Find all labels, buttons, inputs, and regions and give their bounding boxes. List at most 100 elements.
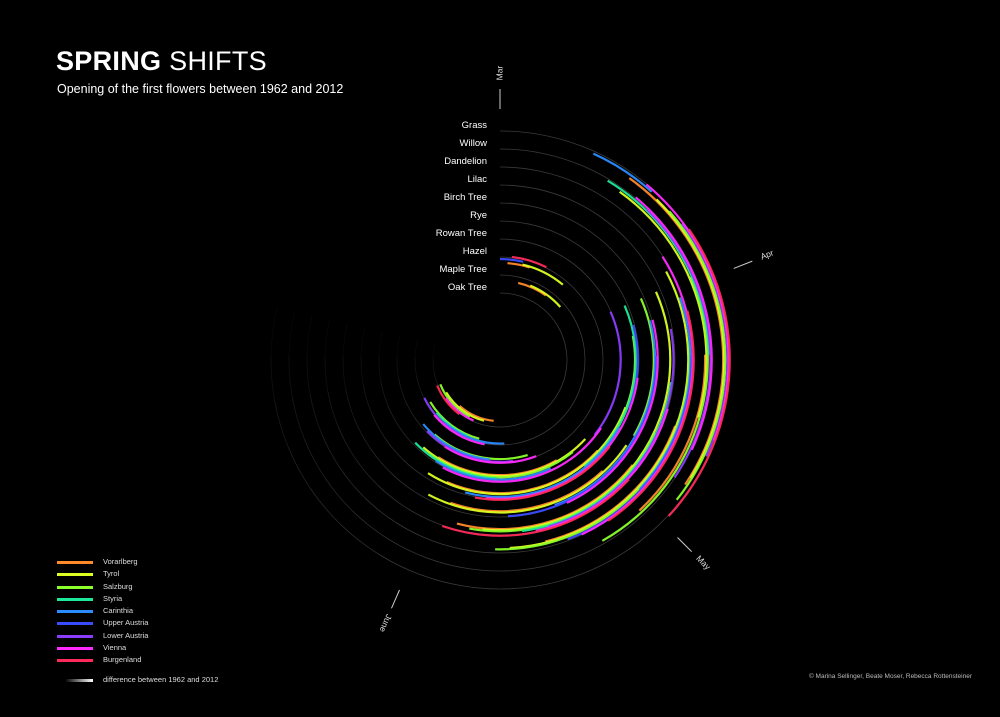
ring-arc-maple-tree [486, 443, 505, 446]
ring-arc-oak-tree [538, 305, 550, 315]
segment-lilac-vorarlberg [456, 464, 634, 531]
segment-maple-tree-vorarlberg [517, 281, 547, 297]
segment-oak-tree-salzburg [439, 383, 471, 418]
ring-arc-hazel [587, 306, 598, 327]
ring-arc-rye [360, 327, 366, 357]
legend-label-upper-austria: Upper Austria [103, 618, 149, 628]
ring-arc-dandelion [306, 315, 313, 356]
segment-hazel-vienna [444, 445, 537, 464]
ring-arc-maple-tree [537, 426, 553, 437]
segment-rye-carinthia [464, 426, 621, 498]
legend-swatch-tyrol [57, 573, 93, 577]
ring-arc-willow [553, 548, 595, 565]
legend-item-tyrol: Tyrol [57, 568, 257, 580]
ring-arc-rowan-tree [569, 261, 590, 279]
ring-arc-rye [402, 459, 426, 478]
ring-arc-grass [591, 149, 633, 174]
ring-arc-maple-tree [414, 340, 418, 358]
ring-arc-willow [292, 397, 305, 440]
ring-arc-oak-tree [499, 292, 514, 295]
ring-arc-birch-tree [532, 205, 564, 217]
ring-arc-maple-tree [549, 290, 563, 303]
ring-arc-dandelion [320, 432, 341, 468]
ring-arc-dandelion [431, 540, 471, 552]
segment-maple-tree-tyrol [529, 284, 562, 308]
segment-dandelion-carinthia [638, 297, 692, 491]
legend-label-burgenland: Burgenland [103, 655, 142, 665]
segment-oak-tree-burgenland [436, 385, 461, 416]
ring-arc-rowan-tree [399, 427, 416, 447]
ring-arc-rowan-tree [378, 356, 382, 382]
ring-arc-willow [352, 510, 387, 539]
ring-arc-rye [618, 288, 632, 315]
plant-label-dandelion: Dandelion [444, 156, 487, 167]
month-tick-may [677, 537, 692, 552]
segment-birch-tree-vorarlberg [449, 470, 604, 513]
legend-item-styria: Styria [57, 593, 257, 605]
ring-arc-oak-tree [476, 422, 490, 427]
segment-birch-tree-carinthia [554, 320, 657, 507]
ring-arc-rye [425, 476, 452, 491]
legend-swatch-salzburg [57, 585, 93, 589]
ring-arc-maple-tree [552, 414, 566, 427]
ring-arc-birch-tree [354, 418, 371, 448]
ring-arc-grass [419, 573, 465, 587]
ring-arc-birch-tree [444, 506, 476, 516]
legend-swatch-vienna [57, 647, 93, 651]
ring-arc-oak-tree [551, 391, 560, 404]
ring-arc-dandelion [509, 546, 550, 554]
ring-arc-oak-tree [562, 337, 567, 352]
title-bold: SPRING [56, 46, 162, 76]
credit-text: © Marina Sellinger, Beate Moser, Rebecca… [808, 673, 972, 680]
month-ticks: Mar Apr May June [377, 66, 775, 634]
ring-arc-willow [304, 439, 326, 479]
month-label-apr: Apr [759, 247, 775, 261]
segment-willow-tyrol [618, 190, 708, 419]
segment-maple-tree-salzburg [429, 401, 480, 440]
ring-arc-lilac [664, 302, 674, 338]
ring-arc-dandelion [577, 182, 613, 204]
ring-arc-rowan-tree [588, 277, 605, 298]
ring-arc-rye [528, 223, 556, 233]
ring-arc-rye [384, 437, 404, 460]
ring-arc-oak-tree [563, 365, 568, 379]
ring-arc-maple-tree [562, 301, 574, 317]
ring-arc-oak-tree [529, 412, 542, 421]
ring-arc-hazel [559, 275, 576, 291]
ring-arc-willow [584, 166, 623, 189]
segment-willow-lower-austria [646, 208, 712, 479]
legend-item-burgenland: Burgenland [57, 654, 257, 666]
chart-subtitle: Opening of the first flowers between 196… [57, 82, 344, 96]
ring-arc-lilac [535, 188, 571, 201]
ring-arc-dandelion [339, 467, 366, 499]
segment-grass-tyrol [655, 198, 726, 479]
legend-swatch-carinthia [57, 610, 93, 614]
segment-willow-salzburg [601, 276, 709, 542]
ring-arc-rowan-tree [378, 332, 383, 357]
ring-arc-rowan-tree [499, 238, 525, 242]
ring-arc-grass [499, 130, 547, 137]
segment-hazel-tyrol [522, 263, 564, 286]
bloom-segments [414, 152, 731, 551]
ring-arc-lilac [327, 391, 339, 427]
ring-arc-maple-tree [583, 349, 586, 367]
plant-label-maple-tree: Maple Tree [439, 264, 487, 275]
ring-arc-willow [288, 311, 296, 355]
plant-labels: Grass Willow Dandelion Lilac Birch Tree Rye Ro… [436, 120, 487, 293]
legend-item-carinthia: Carinthia [57, 605, 257, 617]
segment-willow-styria [607, 179, 711, 355]
ring-arc-birch-tree [342, 323, 348, 356]
ring-arc-grass [511, 581, 559, 590]
ring-arc-grass [602, 539, 643, 566]
ring-arc-grass [675, 467, 703, 507]
segment-lilac-burgenland [441, 478, 630, 537]
ring-arc-rowan-tree [524, 241, 549, 250]
ring-arc-birch-tree [475, 514, 509, 518]
ring-arc-willow [425, 557, 468, 569]
plant-label-willow: Willow [460, 138, 488, 149]
month-tick-apr [733, 260, 753, 269]
ring-arc-maple-tree [414, 357, 417, 376]
segment-grass-salzburg [668, 210, 727, 501]
segment-dandelion-burgenland [607, 310, 695, 522]
ring-arc-willow [510, 563, 554, 572]
